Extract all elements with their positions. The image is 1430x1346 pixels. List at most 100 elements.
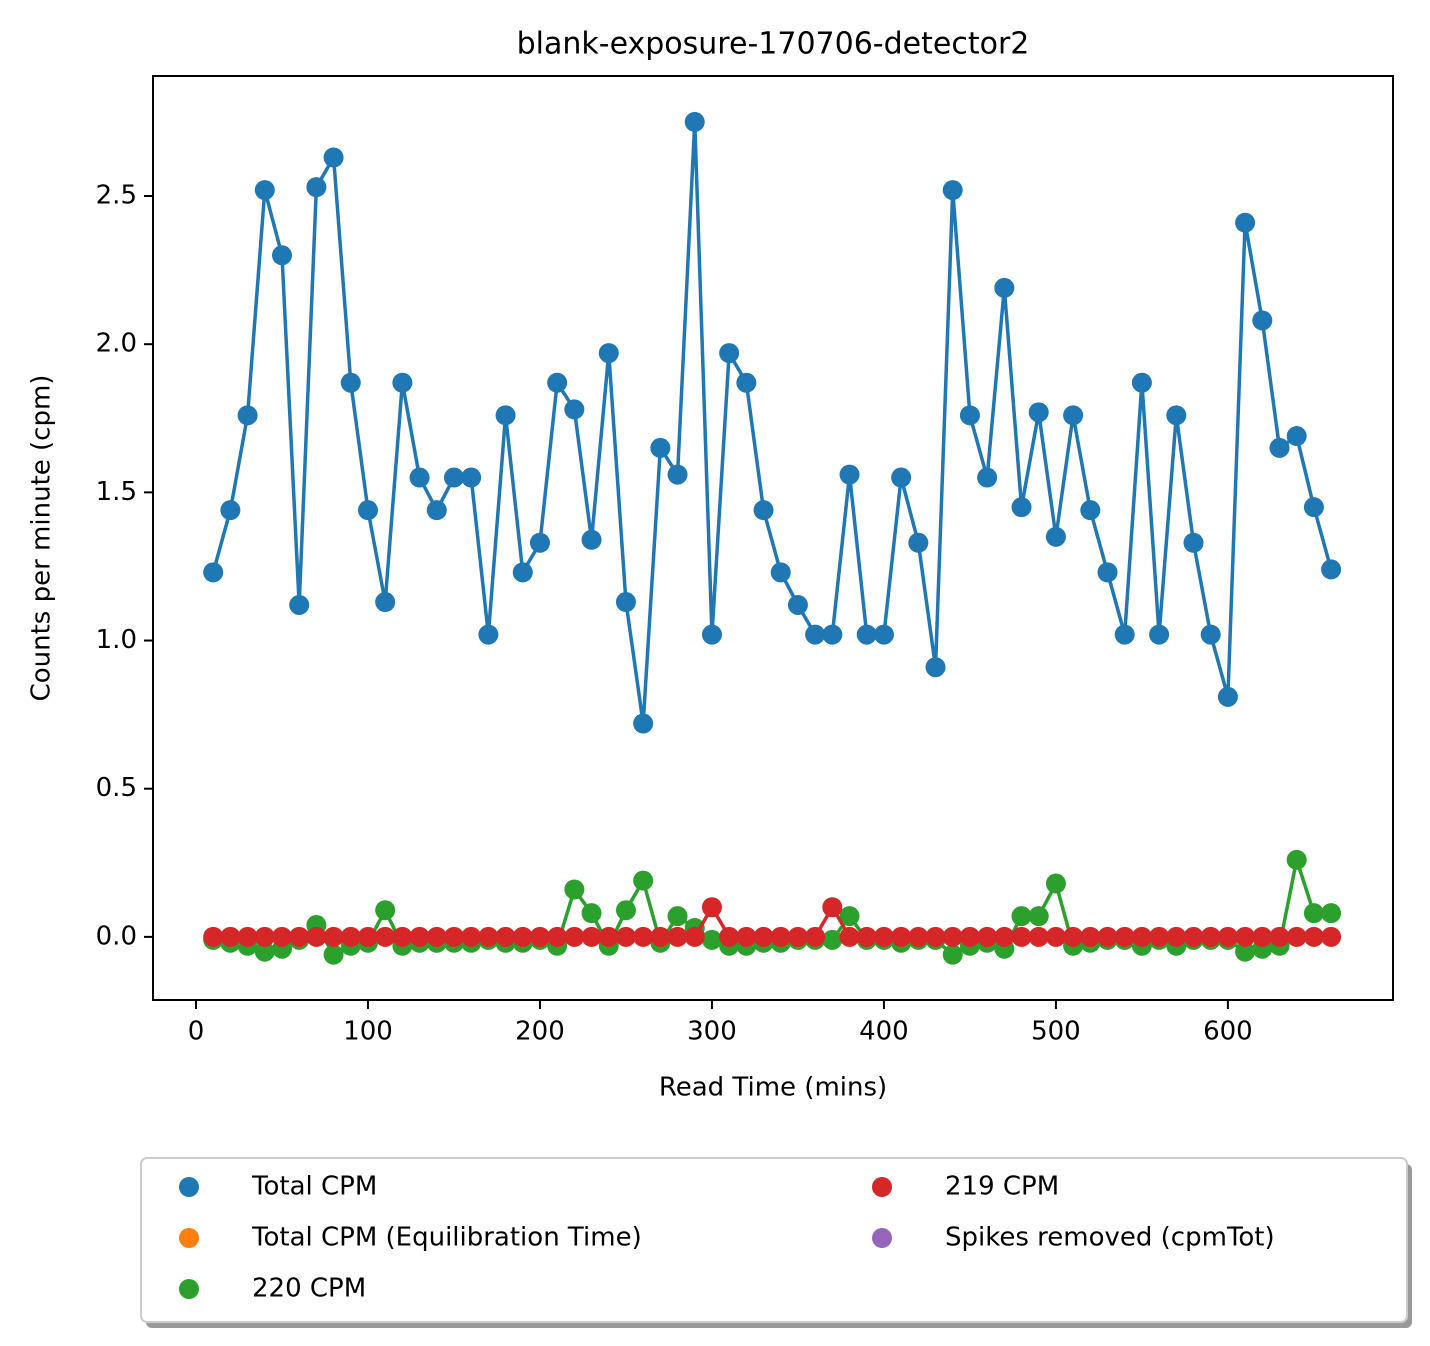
data-point xyxy=(753,926,774,947)
data-point xyxy=(1252,926,1273,947)
data-point xyxy=(1114,926,1135,947)
data-point xyxy=(822,624,843,645)
data-point xyxy=(1011,906,1032,927)
data-point xyxy=(650,437,671,458)
data-point xyxy=(753,500,774,521)
data-point xyxy=(977,467,998,488)
data-point xyxy=(1097,562,1118,583)
data-point xyxy=(323,926,344,947)
x-tick-label: 0 xyxy=(188,1017,205,1047)
data-point xyxy=(1252,310,1273,331)
data-point xyxy=(289,594,310,615)
data-point xyxy=(203,562,224,583)
data-point xyxy=(891,467,912,488)
data-point xyxy=(1011,497,1032,518)
data-point xyxy=(684,111,705,132)
data-point xyxy=(598,926,619,947)
data-point xyxy=(323,944,344,965)
data-point xyxy=(581,926,602,947)
data-point xyxy=(203,926,224,947)
data-point xyxy=(615,900,636,921)
data-point xyxy=(736,926,757,947)
data-point xyxy=(1166,405,1187,426)
x-tick-label: 600 xyxy=(1203,1017,1253,1047)
data-point xyxy=(925,926,946,947)
data-point xyxy=(1149,926,1170,947)
data-point xyxy=(1200,926,1221,947)
data-point xyxy=(1131,372,1152,393)
data-point xyxy=(1131,926,1152,947)
data-point xyxy=(271,245,292,266)
x-tick-label: 300 xyxy=(687,1017,737,1047)
legend-marker xyxy=(179,1228,199,1248)
y-tick-label: 1.5 xyxy=(96,477,137,507)
data-point xyxy=(564,399,585,420)
data-point xyxy=(822,897,843,918)
data-point xyxy=(994,926,1015,947)
data-point xyxy=(701,624,722,645)
data-point xyxy=(306,926,327,947)
data-point xyxy=(1217,926,1238,947)
data-point xyxy=(1303,497,1324,518)
data-point xyxy=(736,372,757,393)
data-point xyxy=(1149,624,1170,645)
data-point xyxy=(237,405,258,426)
data-point xyxy=(1235,926,1256,947)
data-point xyxy=(959,405,980,426)
data-point xyxy=(581,903,602,924)
data-point xyxy=(856,926,877,947)
data-point xyxy=(942,944,963,965)
data-point xyxy=(633,713,654,734)
data-point xyxy=(512,562,533,583)
y-tick-label: 0.0 xyxy=(96,921,137,951)
x-tick-label: 200 xyxy=(515,1017,565,1047)
data-point xyxy=(220,926,241,947)
data-point xyxy=(1200,624,1221,645)
data-point xyxy=(856,624,877,645)
data-point xyxy=(443,926,464,947)
legend-label: Spikes removed (cpmTot) xyxy=(945,1223,1275,1253)
data-point xyxy=(1303,926,1324,947)
data-point xyxy=(822,929,843,950)
data-point xyxy=(1235,212,1256,233)
data-point xyxy=(461,467,482,488)
data-point xyxy=(1063,926,1084,947)
data-point xyxy=(237,926,258,947)
x-tick-label: 400 xyxy=(859,1017,909,1047)
data-point xyxy=(701,897,722,918)
data-point xyxy=(667,926,688,947)
data-point xyxy=(977,926,998,947)
data-point xyxy=(306,177,327,198)
data-point xyxy=(891,926,912,947)
data-point xyxy=(787,594,808,615)
data-point xyxy=(994,277,1015,298)
chart-title: blank-exposure-170706-detector2 xyxy=(517,27,1030,62)
data-point xyxy=(805,624,826,645)
data-point xyxy=(478,624,499,645)
data-point xyxy=(719,926,740,947)
data-point xyxy=(1028,906,1049,927)
data-point xyxy=(633,926,654,947)
data-point xyxy=(1028,402,1049,423)
data-point xyxy=(908,926,929,947)
data-point xyxy=(426,500,447,521)
data-point xyxy=(805,926,826,947)
data-point xyxy=(1080,500,1101,521)
data-point xyxy=(598,343,619,364)
data-point xyxy=(1063,405,1084,426)
data-point xyxy=(770,926,791,947)
data-point xyxy=(340,926,361,947)
data-point xyxy=(615,592,636,613)
data-point xyxy=(1269,926,1290,947)
data-point xyxy=(581,529,602,550)
data-point xyxy=(633,870,654,891)
y-tick-label: 0.5 xyxy=(96,773,137,803)
legend-label: Total CPM xyxy=(251,1172,377,1202)
data-point xyxy=(547,372,568,393)
data-point xyxy=(392,372,413,393)
data-point xyxy=(650,926,671,947)
data-point xyxy=(357,926,378,947)
x-tick-label: 500 xyxy=(1031,1017,1081,1047)
legend-label: Total CPM (Equilibration Time) xyxy=(251,1223,642,1253)
